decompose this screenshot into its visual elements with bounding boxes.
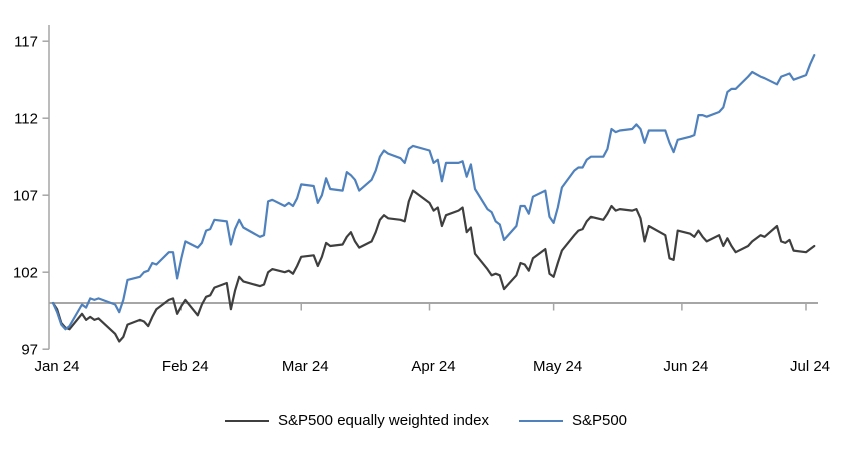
y-tick-label: 117: [14, 34, 38, 51]
legend-item-sp500: S&P500: [518, 412, 628, 429]
chart-legend: S&P500 equally weighted index S&P500: [0, 413, 852, 428]
x-tick-label: Apr 24: [411, 358, 455, 375]
equal-weight-series-line: [51, 189, 816, 343]
x-tick-label: Jan 24: [34, 358, 79, 375]
x-tick-label: Jun 24: [663, 358, 708, 375]
equal-weight-line-swatch: [224, 419, 269, 422]
y-tick-label: 107: [13, 188, 38, 205]
y-tick-label: 97: [21, 342, 38, 359]
x-tick-label: Jul 24: [790, 358, 830, 375]
legend-item-equal-weight: S&P500 equally weighted index: [224, 412, 489, 429]
y-tick-label: 112: [14, 111, 38, 128]
y-tick-label: 102: [13, 265, 38, 282]
x-tick-label: May 24: [533, 358, 582, 375]
sp500-series-line: [51, 53, 816, 331]
x-tick-label: Mar 24: [282, 358, 329, 375]
legend-label-equal-weight: S&P500 equally weighted index: [277, 412, 489, 429]
x-tick-label: Feb 24: [162, 358, 209, 375]
legend-label-sp500: S&P500: [571, 412, 628, 429]
sp500-line-swatch: [518, 419, 563, 422]
